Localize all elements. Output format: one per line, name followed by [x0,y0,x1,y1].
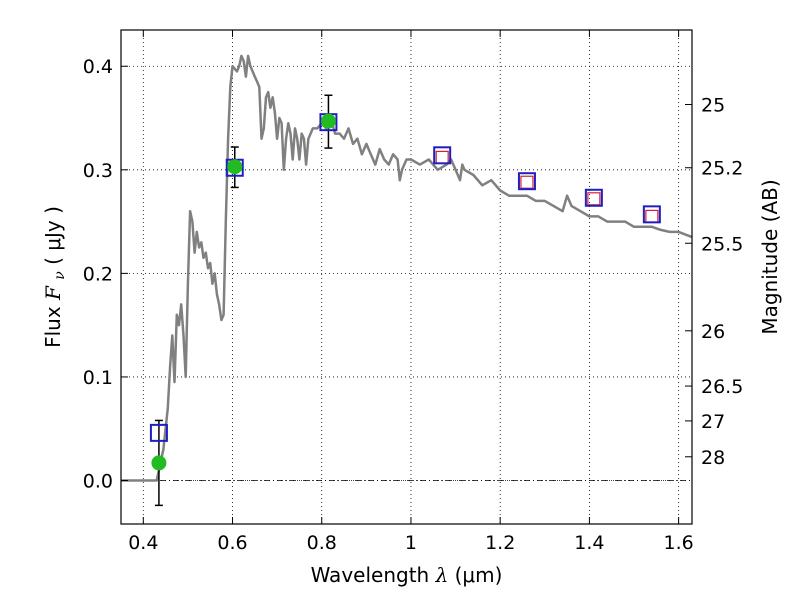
x-axis-label-symbol: λ [435,563,449,587]
y-axis-label-subscript: ν [52,271,68,280]
x-tick-label: 1.4 [574,532,604,554]
magnitude-axis-label: Magnitude (AB) [758,179,782,334]
observed-photometry-boxes-marker [433,146,452,165]
magnitude-tick-label: 25.5 [701,233,743,255]
x-axis-label: Wavelength λ (μm) [311,563,503,587]
observed-photometry-boxes-marker [642,205,661,224]
model-photometry-marker [435,150,449,164]
x-axis-label-text: Wavelength [311,563,436,587]
markers-layer [149,94,661,507]
x-tick-label: 1.2 [485,532,515,554]
y-tick-label: 0.1 [83,367,113,389]
y-tick-label: 0.2 [83,263,113,285]
magnitude-tick-label: 25.2 [701,158,743,180]
y-tick-label: 0.0 [83,471,113,493]
x-tick-label: 0.6 [217,532,247,554]
series-layer [121,54,693,482]
y-axis-label-symbol: F [41,285,65,301]
y-axis-label-unit: ( μJy ) [41,206,65,265]
y-axis-label-text: Flux [41,300,65,348]
grid-lines [121,30,692,524]
ticks-layer: 0.4 0.6 0.8 1 1.2 1.4 1.6 0.0 0.1 0.2 0.3 0.4 25 25.2… [83,30,743,554]
magnitude-tick-label: 26 [701,321,725,343]
observed-photometry-boxes-marker [517,172,536,191]
x-axis-label-unit: (μm) [455,563,503,587]
model-photometry-marker [645,209,659,224]
y-tick-label: 0.3 [83,160,113,182]
model-photometry-marker [520,175,534,189]
x-tick-label: 1.6 [664,532,694,554]
observed-detection-marker [151,455,167,471]
y-tick-label: 0.4 [83,56,113,78]
model-spectrum-line [121,54,693,482]
magnitude-tick-label: 25 [701,94,725,116]
y-axis-label: Flux F ν ( μJy ) [41,206,69,348]
magnitude-tick-label: 26.5 [701,376,743,398]
x-tick-label: 1 [405,532,417,554]
observed-photometry-boxes-marker [584,188,603,207]
plot-frame [120,29,693,525]
observed-detection-marker [227,159,243,175]
observed-detection-marker [320,113,336,129]
observed-photometry-boxes-marker [149,423,168,442]
x-tick-label: 0.4 [128,532,158,554]
magnitude-tick-label: 28 [701,447,725,469]
magnitude-tick-label: 27 [701,411,725,433]
x-tick-label: 0.8 [307,532,337,554]
